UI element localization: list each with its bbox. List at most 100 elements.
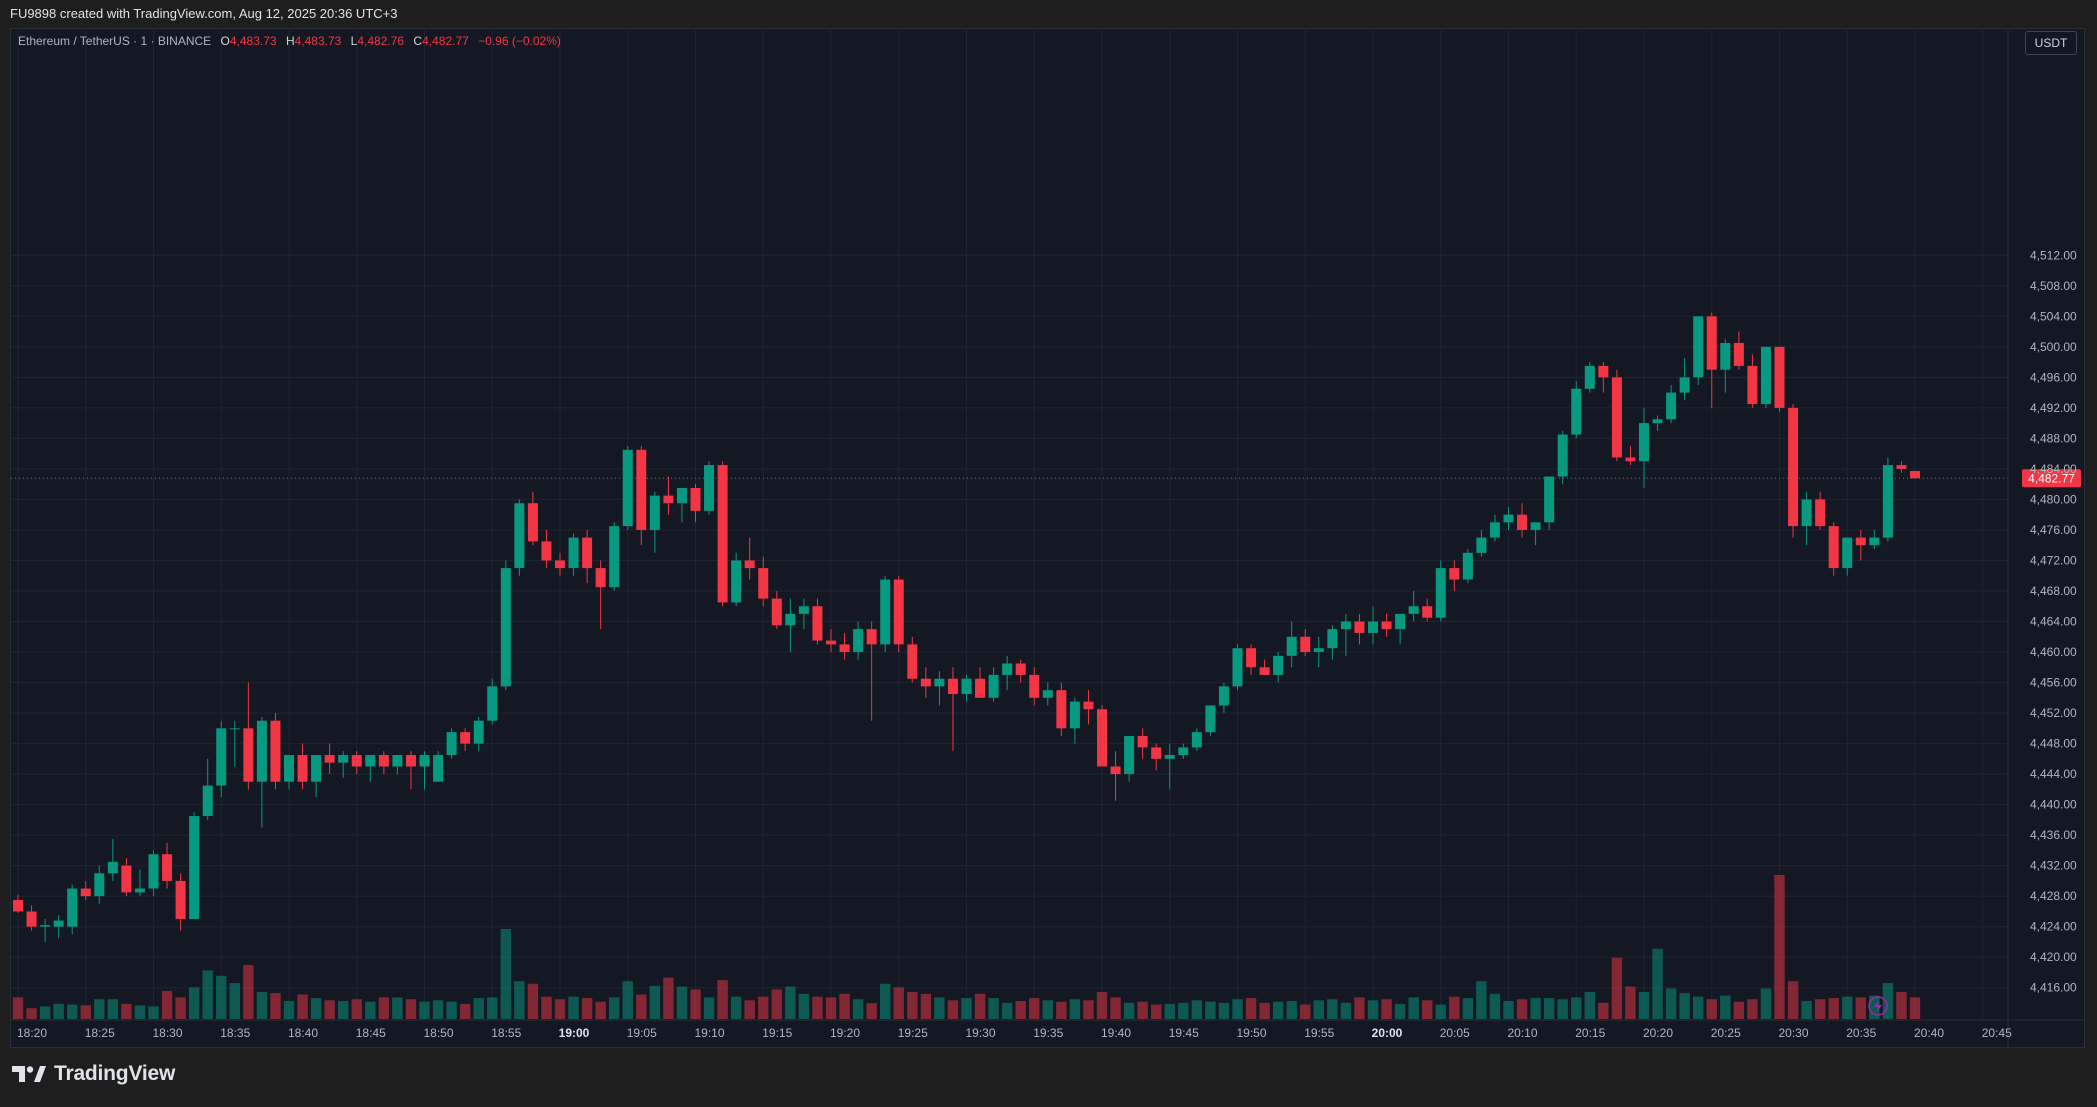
- candle[interactable]: [527, 491, 538, 546]
- candle[interactable]: [1124, 735, 1135, 782]
- candle[interactable]: [1679, 358, 1690, 401]
- candle[interactable]: [53, 915, 64, 939]
- candle[interactable]: [1178, 743, 1189, 759]
- candle[interactable]: [1842, 537, 1853, 576]
- candle[interactable]: [189, 812, 200, 920]
- candle[interactable]: [162, 842, 173, 889]
- candle[interactable]: [1313, 636, 1324, 668]
- candle[interactable]: [1544, 476, 1555, 530]
- candle[interactable]: [704, 461, 715, 515]
- candle[interactable]: [1327, 625, 1338, 660]
- candle[interactable]: [947, 667, 958, 752]
- candle[interactable]: [1706, 312, 1717, 408]
- candle[interactable]: [1273, 652, 1284, 683]
- candle[interactable]: [1476, 529, 1487, 557]
- candle[interactable]: [1069, 697, 1080, 744]
- candle[interactable]: [1137, 728, 1148, 759]
- candle[interactable]: [216, 720, 227, 797]
- candle[interactable]: [744, 537, 755, 580]
- candle[interactable]: [148, 850, 159, 897]
- candle[interactable]: [1910, 470, 1920, 479]
- candle[interactable]: [812, 598, 823, 645]
- candle[interactable]: [853, 621, 864, 660]
- candle[interactable]: [229, 720, 240, 767]
- candle[interactable]: [582, 529, 593, 584]
- candle[interactable]: [378, 751, 389, 775]
- candle[interactable]: [785, 598, 796, 653]
- candle[interactable]: [134, 869, 145, 897]
- candle[interactable]: [473, 716, 484, 752]
- candle[interactable]: [256, 716, 267, 828]
- candle[interactable]: [907, 636, 918, 683]
- candle[interactable]: [1083, 690, 1094, 725]
- candle[interactable]: [392, 755, 403, 775]
- candle[interactable]: [988, 667, 999, 702]
- candle[interactable]: [1530, 522, 1541, 546]
- candle[interactable]: [758, 556, 769, 607]
- candle[interactable]: [311, 755, 322, 797]
- candle[interactable]: [107, 838, 118, 881]
- candle[interactable]: [622, 446, 633, 530]
- candle[interactable]: [1029, 667, 1040, 706]
- candle[interactable]: [405, 751, 416, 790]
- candle[interactable]: [1449, 560, 1460, 591]
- candle[interactable]: [1097, 705, 1107, 767]
- candle[interactable]: [500, 560, 511, 691]
- candle[interactable]: [243, 682, 254, 790]
- candle[interactable]: [1517, 503, 1528, 538]
- candle[interactable]: [338, 751, 349, 778]
- candle[interactable]: [649, 491, 660, 553]
- candle[interactable]: [1286, 621, 1297, 668]
- candle[interactable]: [1801, 491, 1812, 546]
- candle[interactable]: [1191, 728, 1202, 752]
- candle[interactable]: [975, 667, 986, 698]
- candle[interactable]: [839, 632, 850, 660]
- candle[interactable]: [1760, 346, 1771, 408]
- candle[interactable]: [1395, 613, 1406, 645]
- candle[interactable]: [1666, 384, 1677, 424]
- candle[interactable]: [1002, 655, 1013, 691]
- candle[interactable]: [690, 484, 701, 523]
- candle[interactable]: [1693, 316, 1704, 385]
- candle[interactable]: [1815, 491, 1826, 530]
- candle[interactable]: [636, 446, 647, 546]
- candle[interactable]: [351, 751, 362, 775]
- candle[interactable]: [934, 671, 945, 706]
- candle[interactable]: [717, 461, 728, 607]
- candle[interactable]: [80, 880, 91, 900]
- candle[interactable]: [1720, 339, 1731, 393]
- candle[interactable]: [1774, 346, 1785, 412]
- candle[interactable]: [26, 905, 37, 931]
- candle[interactable]: [94, 865, 105, 904]
- candle[interactable]: [920, 667, 931, 698]
- candle[interactable]: [731, 552, 742, 607]
- candle[interactable]: [1368, 606, 1378, 645]
- candle[interactable]: [1340, 613, 1351, 656]
- candle[interactable]: [487, 678, 498, 725]
- candle[interactable]: [365, 755, 376, 782]
- candle[interactable]: [1164, 743, 1175, 790]
- candle[interactable]: [284, 755, 294, 790]
- candle[interactable]: [433, 751, 444, 782]
- candle[interactable]: [1056, 682, 1067, 736]
- candle[interactable]: [419, 751, 430, 790]
- candle[interactable]: [1557, 430, 1568, 485]
- candle[interactable]: [324, 743, 335, 775]
- candle[interactable]: [1300, 629, 1311, 656]
- candle[interactable]: [1882, 457, 1893, 542]
- candle[interactable]: [13, 894, 23, 913]
- candle[interactable]: [175, 873, 186, 931]
- candle[interactable]: [121, 858, 132, 897]
- candle[interactable]: [866, 621, 877, 721]
- candle[interactable]: [1639, 407, 1649, 488]
- candle[interactable]: [798, 598, 809, 630]
- candle[interactable]: [1571, 381, 1582, 439]
- candle[interactable]: [446, 728, 457, 759]
- candle[interactable]: [1503, 507, 1514, 530]
- candle[interactable]: [1788, 404, 1799, 538]
- candle[interactable]: [270, 713, 281, 790]
- candle[interactable]: [1869, 529, 1880, 550]
- candle[interactable]: [1625, 446, 1636, 466]
- candle[interactable]: [826, 629, 836, 653]
